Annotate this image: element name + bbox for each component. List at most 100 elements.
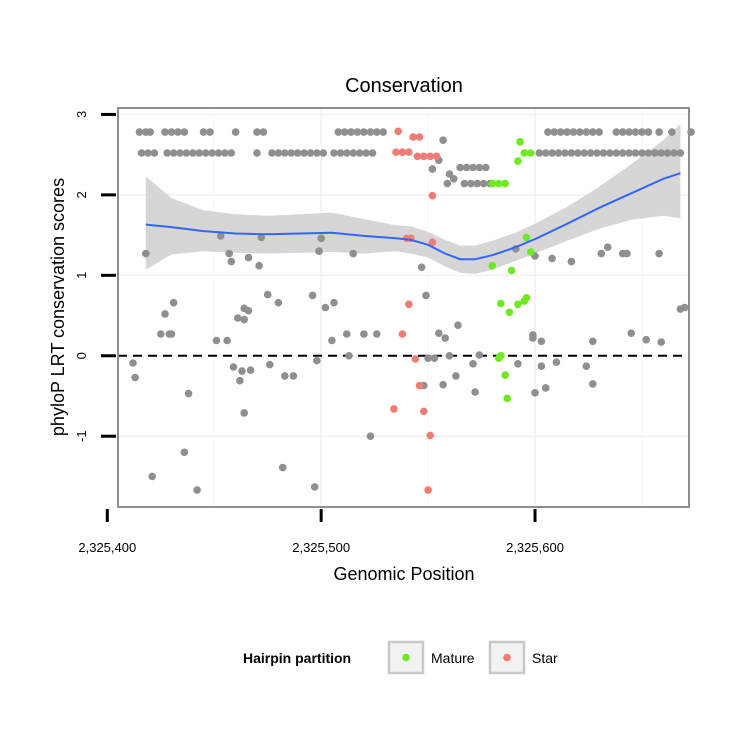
data-point-other bbox=[253, 149, 261, 157]
data-point-mature bbox=[526, 248, 535, 256]
x-axis-label: Genomic Position bbox=[333, 564, 474, 584]
data-point-other bbox=[373, 330, 381, 338]
plot-border bbox=[117, 107, 690, 508]
data-point-star bbox=[420, 407, 428, 416]
data-point-other bbox=[625, 128, 633, 136]
data-point-star bbox=[411, 355, 420, 363]
chart-title: Conservation bbox=[345, 75, 463, 97]
data-point-star bbox=[394, 127, 403, 136]
x-tick-label: 2,325,600 bbox=[506, 540, 564, 555]
data-point-other bbox=[589, 128, 597, 136]
data-point-other bbox=[347, 128, 355, 136]
x-tick-label: 2,325,500 bbox=[292, 540, 350, 555]
data-point-other bbox=[469, 360, 477, 368]
data-point-other bbox=[638, 128, 646, 136]
confidence-ribbon-layer bbox=[145, 124, 681, 274]
data-point-other bbox=[586, 149, 595, 157]
data-point-other bbox=[169, 149, 178, 157]
legend-title: Hairpin partition bbox=[243, 650, 351, 666]
data-point-other bbox=[443, 179, 452, 188]
data-point-mature bbox=[520, 149, 529, 157]
data-point-other bbox=[343, 330, 351, 338]
data-point-other bbox=[537, 362, 546, 371]
data-point-other bbox=[281, 372, 289, 380]
data-point-mature bbox=[514, 157, 522, 165]
data-point-other bbox=[452, 372, 460, 380]
data-point-other bbox=[180, 448, 189, 457]
data-point-other bbox=[167, 128, 176, 136]
data-point-other bbox=[161, 310, 169, 318]
data-point-other bbox=[467, 179, 475, 188]
data-point-other bbox=[150, 149, 159, 157]
data-point-other bbox=[366, 128, 375, 136]
data-point-other bbox=[644, 128, 653, 136]
data-point-other bbox=[631, 128, 640, 136]
data-point-mature bbox=[526, 149, 535, 157]
data-point-other bbox=[315, 247, 323, 255]
data-point-other bbox=[129, 359, 137, 367]
grid-layer bbox=[118, 108, 689, 507]
data-point-other bbox=[651, 149, 659, 157]
data-point-mature bbox=[514, 300, 522, 309]
data-point-other bbox=[563, 128, 571, 136]
data-point-other bbox=[266, 360, 274, 369]
data-point-other bbox=[135, 128, 144, 136]
data-point-other bbox=[597, 249, 606, 258]
smooth-line-layer bbox=[145, 172, 681, 261]
data-point-other bbox=[182, 149, 191, 157]
data-point-other bbox=[593, 149, 601, 157]
data-point-other bbox=[144, 149, 152, 157]
data-point-other bbox=[582, 362, 591, 371]
data-point-other bbox=[131, 373, 139, 382]
data-point-other bbox=[548, 149, 556, 157]
data-point-other bbox=[663, 149, 672, 157]
data-point-other bbox=[349, 149, 358, 157]
data-point-other bbox=[313, 149, 321, 157]
points-layer bbox=[129, 127, 695, 494]
data-point-mature bbox=[522, 233, 531, 242]
data-point-other bbox=[631, 149, 640, 157]
data-point-other bbox=[180, 128, 189, 136]
data-point-other bbox=[479, 179, 488, 188]
data-point-other bbox=[612, 128, 621, 136]
data-point-other bbox=[544, 128, 552, 136]
data-point-other bbox=[300, 149, 308, 157]
data-point-other bbox=[176, 149, 184, 157]
data-point-star bbox=[426, 431, 435, 440]
data-point-other bbox=[599, 149, 608, 157]
data-point-other bbox=[462, 163, 471, 172]
data-point-other bbox=[165, 330, 174, 338]
confidence-ribbon bbox=[145, 124, 681, 274]
data-point-other bbox=[603, 243, 612, 251]
data-point-other bbox=[240, 409, 248, 417]
data-point-other bbox=[330, 298, 338, 307]
data-point-other bbox=[238, 367, 246, 375]
data-point-other bbox=[201, 149, 210, 157]
data-point-other bbox=[469, 163, 477, 172]
data-point-other bbox=[417, 263, 426, 272]
data-point-mature bbox=[501, 179, 509, 188]
legend-swatch-mature bbox=[402, 653, 410, 662]
data-point-other bbox=[589, 380, 597, 388]
data-point-other bbox=[445, 352, 454, 360]
data-point-other bbox=[306, 149, 315, 157]
data-point-other bbox=[184, 389, 193, 398]
y-tick-label: 3 bbox=[74, 111, 89, 118]
data-point-other bbox=[567, 257, 576, 266]
data-point-other bbox=[257, 233, 266, 242]
data-point-other bbox=[349, 249, 358, 258]
data-point-other bbox=[529, 334, 537, 342]
data-point-other bbox=[281, 149, 289, 157]
data-point-star bbox=[390, 405, 398, 413]
data-point-other bbox=[541, 384, 550, 392]
legend-swatch-star bbox=[503, 653, 511, 662]
data-point-other bbox=[531, 389, 539, 397]
x-tick-label: 2,325,400 bbox=[78, 540, 136, 555]
data-point-star bbox=[415, 381, 424, 390]
data-point-other bbox=[441, 334, 450, 342]
data-point-other bbox=[379, 128, 388, 136]
data-point-other bbox=[618, 149, 627, 157]
data-point-mature bbox=[488, 179, 497, 188]
data-point-other bbox=[163, 149, 171, 157]
data-point-other bbox=[561, 149, 569, 157]
